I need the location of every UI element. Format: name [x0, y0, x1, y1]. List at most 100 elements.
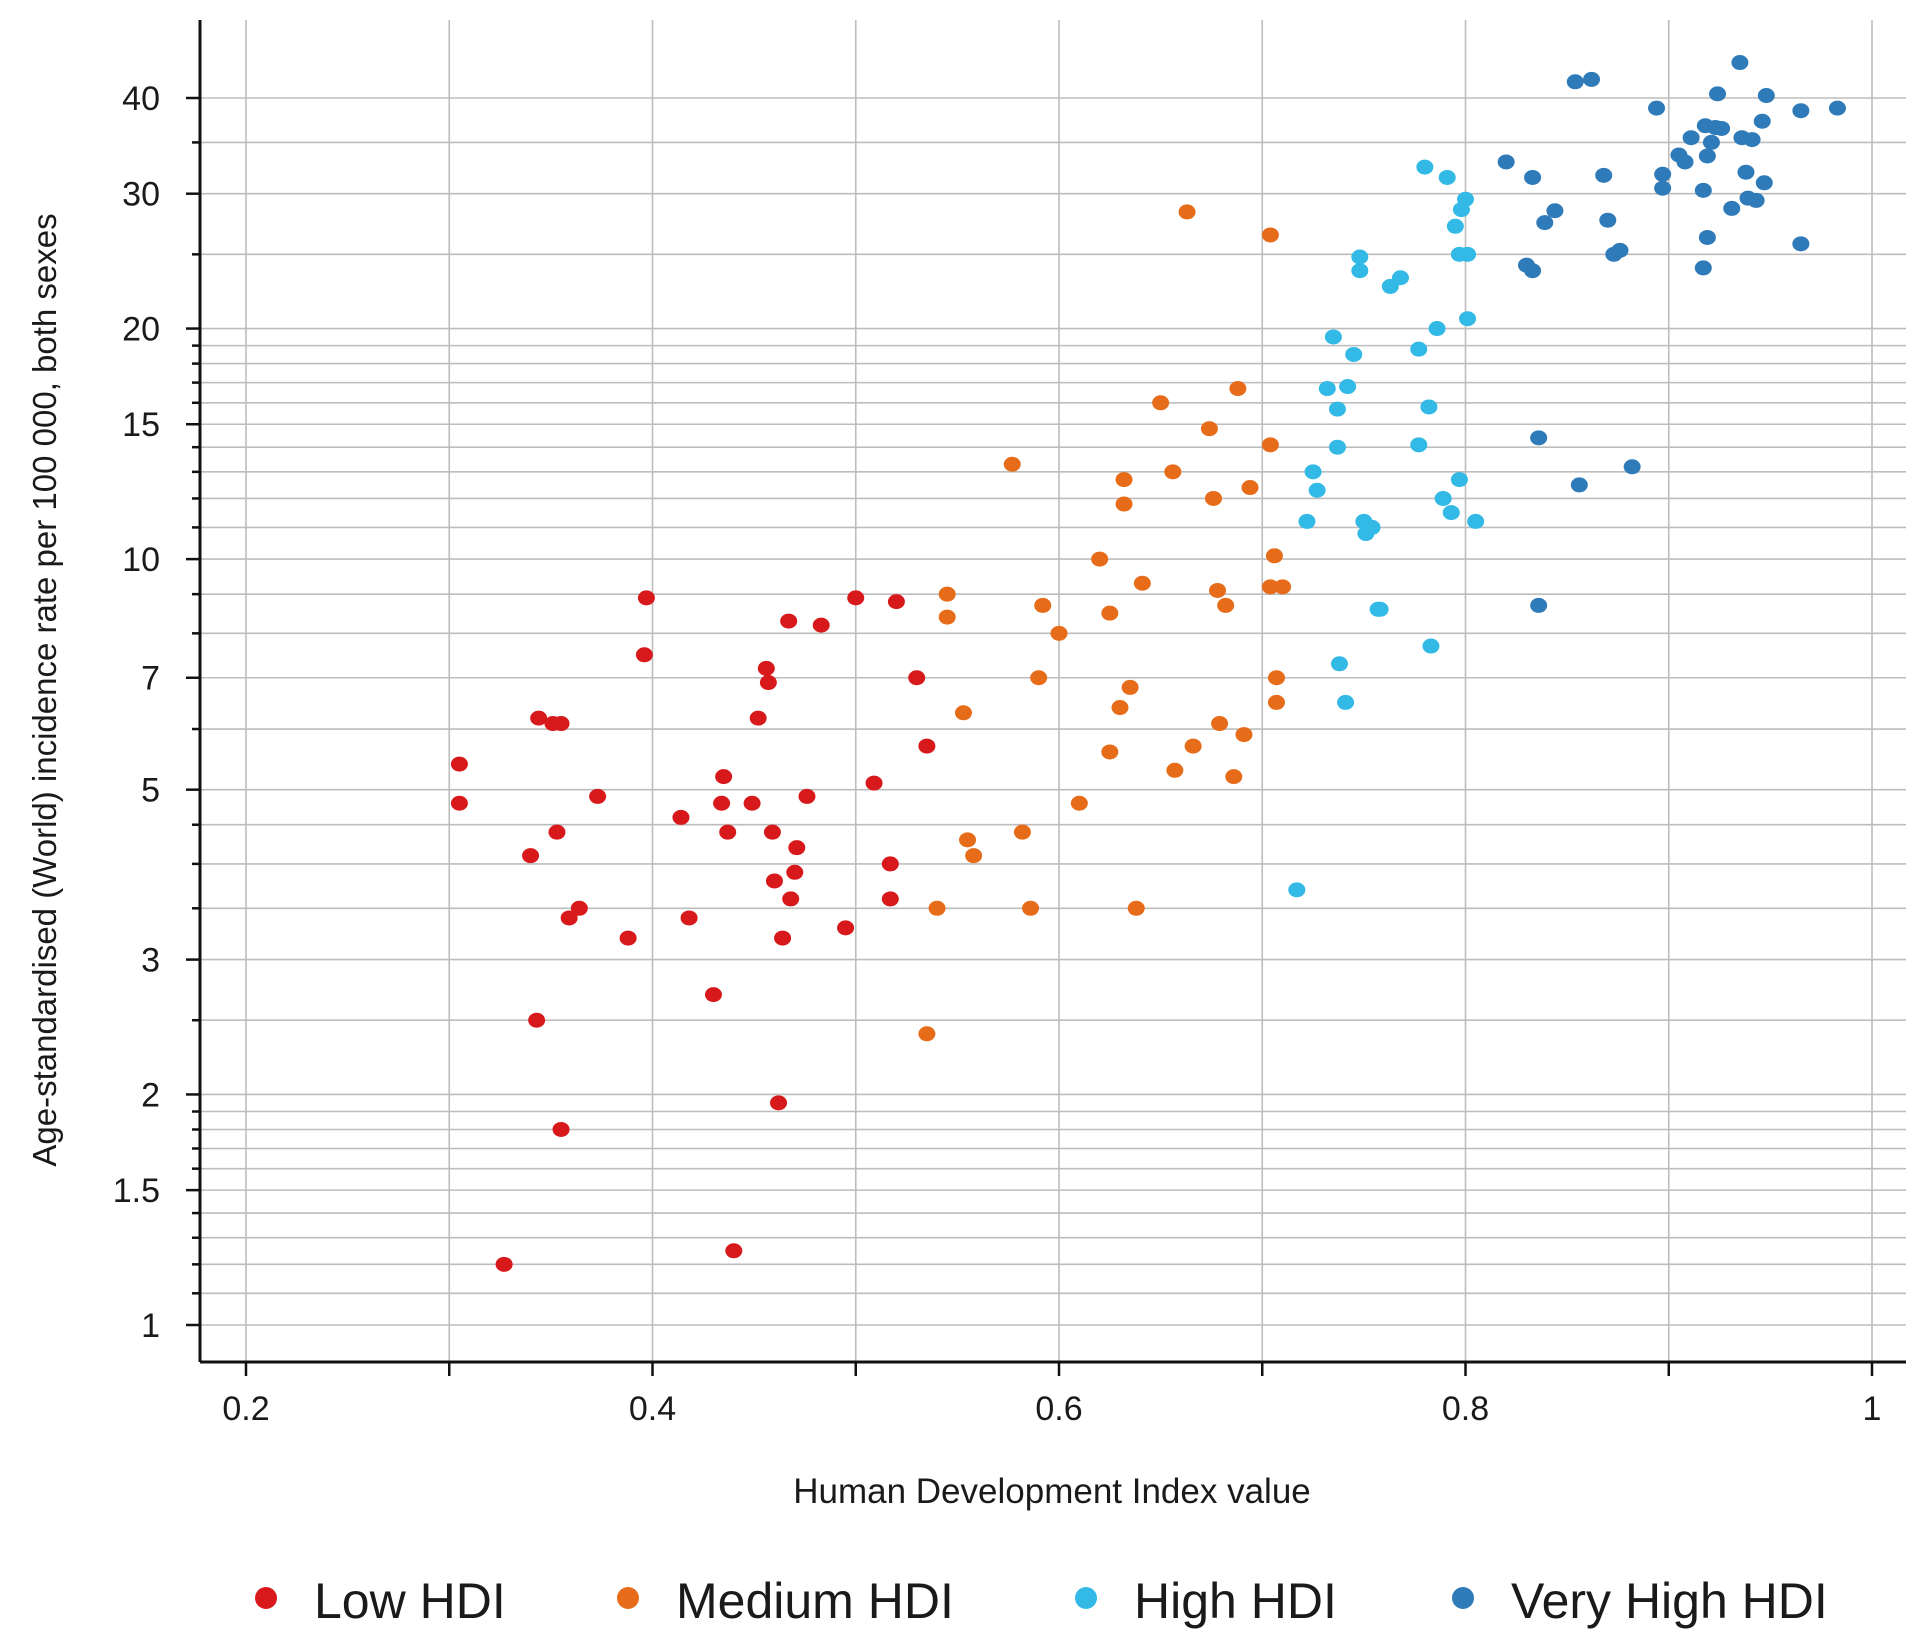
data-point [757, 660, 775, 676]
data-point [1204, 490, 1222, 506]
x-tick-label: 0.6 [1035, 1390, 1082, 1428]
x-axis-title: Human Development Index value [793, 1472, 1311, 1511]
data-point [1267, 670, 1285, 686]
data-point [954, 705, 972, 721]
data-point [1091, 551, 1109, 567]
y-axis-title: Age-standardised (World) incidence rate … [26, 213, 63, 1166]
data-point [450, 795, 468, 811]
y-tick-label: 7 [141, 660, 160, 698]
data-point [1371, 601, 1389, 617]
data-point [637, 590, 655, 606]
data-point [918, 1026, 936, 1042]
data-point [1410, 341, 1428, 357]
data-point [881, 856, 899, 872]
data-point [528, 1012, 546, 1028]
x-tick-label: 0.2 [222, 1390, 269, 1428]
data-point [1318, 381, 1336, 397]
data-point [959, 832, 977, 848]
legend-label: Medium HDI [676, 1573, 954, 1629]
data-point [1115, 496, 1133, 512]
data-point [1022, 900, 1040, 916]
grid-lines [200, 20, 1906, 1362]
y-axis-tick-labels: 1 1.5 2 3 5 7 10 15 20 30 40 [113, 80, 160, 1345]
legend-label: Low HDI [314, 1573, 506, 1629]
data-point [1457, 191, 1474, 207]
series-low-hdi [450, 590, 936, 1272]
data-point [1459, 311, 1477, 327]
data-point [1211, 716, 1229, 732]
data-point [1200, 421, 1218, 437]
data-point [1755, 175, 1773, 191]
data-point [1694, 260, 1712, 276]
data-point [1274, 579, 1292, 595]
data-point [763, 824, 781, 840]
data-point [798, 788, 816, 804]
data-point [1003, 456, 1021, 472]
data-point [749, 710, 767, 726]
data-point [1530, 597, 1548, 613]
data-point [928, 900, 946, 916]
data-point [1351, 263, 1369, 279]
data-point [1731, 55, 1749, 71]
data-point [1828, 100, 1846, 116]
data-point [1127, 900, 1145, 916]
data-point [1723, 200, 1741, 216]
y-tick-label: 10 [122, 541, 160, 579]
data-point [1304, 464, 1322, 480]
data-point [1530, 430, 1548, 446]
y-tick-label: 20 [122, 311, 160, 349]
data-point [782, 891, 800, 907]
y-tick-label: 3 [141, 942, 160, 980]
legend-item: Very High HDI [1452, 1573, 1828, 1629]
data-point [1422, 638, 1440, 654]
data-point [548, 824, 566, 840]
data-point [560, 910, 578, 926]
data-point [552, 1121, 570, 1137]
legend-marker [1075, 1587, 1097, 1609]
data-point [1792, 236, 1810, 252]
legend-item: Medium HDI [617, 1573, 954, 1629]
data-point [1330, 656, 1348, 672]
data-point [965, 848, 983, 864]
data-point [1363, 519, 1381, 535]
data-point [1209, 582, 1227, 598]
data-point [881, 891, 899, 907]
data-point [1648, 100, 1666, 116]
data-point [1217, 597, 1235, 613]
data-point [450, 756, 468, 772]
data-point [1164, 464, 1182, 480]
data-point [1599, 212, 1617, 228]
data-point [780, 613, 798, 629]
data-point [1654, 180, 1672, 196]
data-point [680, 910, 698, 926]
data-point [1241, 480, 1259, 496]
x-axis-tick-labels: 0.2 0.4 0.6 0.8 1 [222, 1390, 1881, 1428]
data-point [1308, 482, 1326, 498]
data-point [908, 670, 926, 686]
data-point [837, 920, 855, 936]
legend-item: High HDI [1075, 1573, 1337, 1629]
data-point [1753, 113, 1771, 129]
y-tick-label: 40 [122, 80, 160, 118]
data-point [1757, 88, 1775, 104]
data-point [1611, 242, 1629, 258]
series-very-high-hdi [1497, 55, 1846, 613]
data-point [1524, 263, 1542, 279]
data-point [1261, 227, 1279, 243]
data-point [865, 775, 883, 791]
legend-label: High HDI [1134, 1573, 1337, 1629]
data-point [743, 795, 761, 811]
data-point [1713, 120, 1731, 136]
data-point [1235, 727, 1253, 743]
data-point [1416, 159, 1434, 175]
data-point [1328, 439, 1346, 455]
data-point [1345, 346, 1363, 362]
y-tick-label: 5 [141, 772, 160, 810]
data-point [1391, 270, 1409, 286]
data-point [1737, 164, 1755, 180]
data-point [1420, 399, 1438, 415]
data-point [1298, 513, 1316, 529]
legend-marker [1452, 1587, 1474, 1609]
data-point [1570, 477, 1588, 493]
